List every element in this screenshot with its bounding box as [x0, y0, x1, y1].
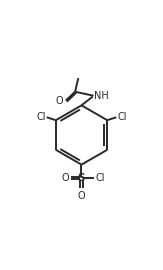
Text: Cl: Cl [117, 112, 127, 122]
Text: O: O [78, 191, 85, 201]
Text: O: O [56, 96, 63, 106]
Text: S: S [78, 173, 85, 183]
Text: O: O [61, 173, 69, 183]
Text: NH: NH [94, 91, 109, 101]
Text: Cl: Cl [36, 112, 46, 122]
Text: Cl: Cl [96, 173, 105, 183]
